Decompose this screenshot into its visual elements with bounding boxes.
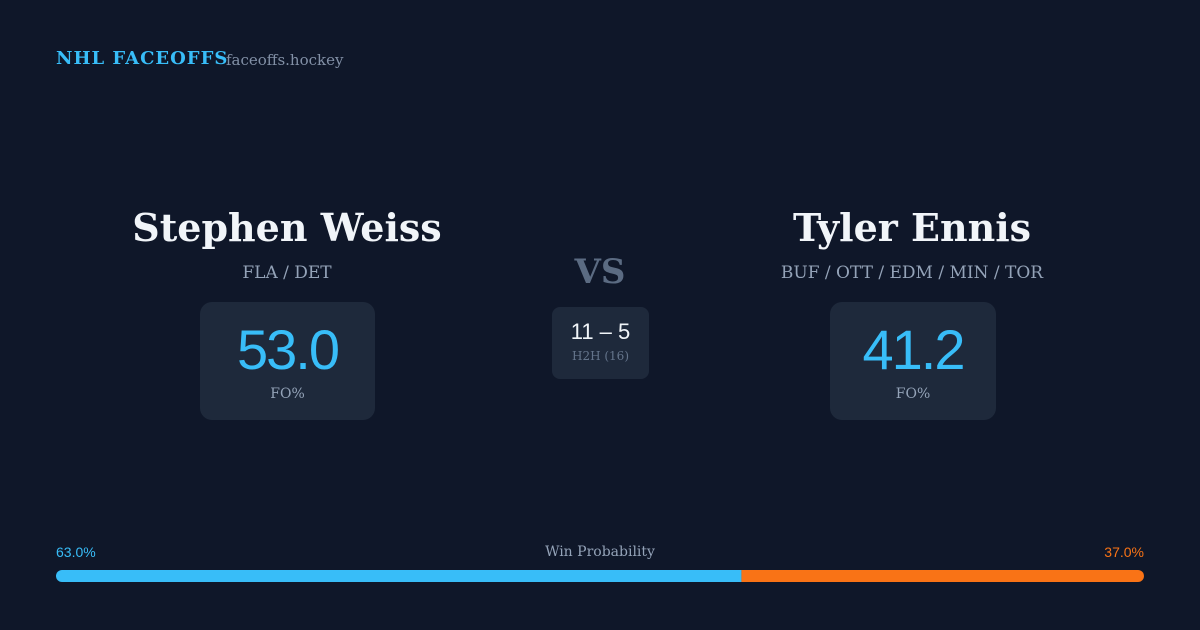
probability-svg [56,570,1144,582]
player-name: Tyler Ennis [792,205,1032,250]
fo-card: 53.0 FO% [200,302,375,420]
fo-value: 53.0 [237,318,340,381]
probability-bar [56,570,1144,582]
fo-card: 41.2 FO% [830,302,996,420]
player-teams: BUF / OTT / EDM / MIN / TOR [780,263,1044,283]
right-probability: 37.0% [1104,544,1144,560]
site: faceoffs.hockey [226,51,344,69]
probability-title: Win Probability [545,544,655,560]
player-teams: FLA / DET [242,263,332,283]
fo-value: 41.2 [862,318,966,381]
fo-label: FO% [895,386,931,402]
h2h-score: 11 – 5 [570,319,631,344]
brand: NHL FACEOFFS [56,48,229,69]
fo-label: FO% [270,386,305,402]
right-probability-segment [741,570,1144,582]
h2h-card: 11 – 5 H2H (16) [552,307,649,379]
left-probability: 63.0% [56,544,96,560]
left-probability-segment [56,570,742,582]
h2h-label: H2H (16) [571,349,629,363]
player-name: Stephen Weiss [132,205,442,250]
vs: VS [574,252,626,292]
